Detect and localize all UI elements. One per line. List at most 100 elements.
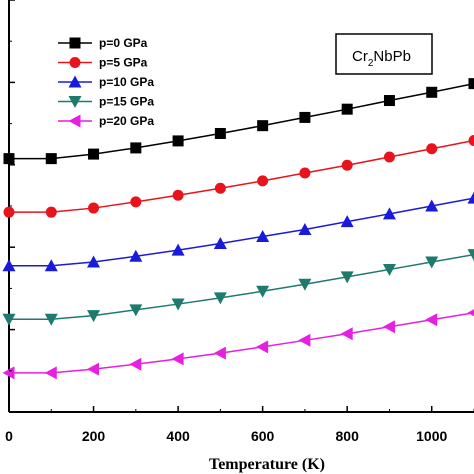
data-point xyxy=(298,278,312,291)
x-tick-label: 200 xyxy=(82,428,106,444)
series-line xyxy=(9,139,474,213)
data-point xyxy=(87,310,101,323)
series-5 xyxy=(2,309,474,380)
data-point xyxy=(340,327,353,341)
legend-label: p=5 GPa xyxy=(99,56,148,70)
y-axis-ticks xyxy=(9,0,15,413)
legend-marker xyxy=(68,75,82,88)
series-3 xyxy=(2,191,474,272)
data-point xyxy=(2,366,15,380)
data-point xyxy=(45,153,57,165)
data-point xyxy=(341,103,353,115)
data-point xyxy=(256,285,270,298)
x-tick-label: 800 xyxy=(336,428,360,444)
x-axis-title: Temperature (K) xyxy=(209,456,325,473)
data-point xyxy=(44,366,57,380)
data-point xyxy=(467,249,474,262)
legend-label: p=10 GPa xyxy=(99,75,154,89)
series-4 xyxy=(2,249,474,326)
data-point xyxy=(426,86,438,98)
x-tick-label: 0 xyxy=(5,428,13,444)
data-point xyxy=(213,292,227,305)
data-point xyxy=(213,236,227,249)
data-point xyxy=(256,229,270,242)
data-point xyxy=(129,249,143,262)
compound-main: Cr xyxy=(352,48,368,65)
data-point xyxy=(2,313,16,326)
data-point xyxy=(87,255,101,268)
data-point xyxy=(340,271,354,284)
data-point xyxy=(382,263,396,276)
series-line xyxy=(9,197,474,267)
compound-label-frame xyxy=(335,33,433,75)
data-point xyxy=(383,151,395,163)
legend-marker xyxy=(68,96,82,108)
data-point xyxy=(130,142,142,154)
x-tick-label: 400 xyxy=(166,428,190,444)
legend-marker xyxy=(68,114,81,128)
legend-item: p=15 GPa xyxy=(58,95,154,109)
data-point xyxy=(44,313,58,326)
compound-label: Cr2NbPb xyxy=(352,48,411,69)
data-point xyxy=(129,304,143,317)
compound-rest: NbPb xyxy=(373,48,411,65)
data-point xyxy=(256,340,269,354)
data-point xyxy=(171,243,185,256)
legend-label: p=20 GPa xyxy=(99,114,154,128)
data-point xyxy=(214,127,226,139)
compound-subscript: 2 xyxy=(368,58,374,69)
x-tick-label: 1000 xyxy=(416,428,447,444)
x-tick-label: 600 xyxy=(251,428,275,444)
legend-item: p=0 GPa xyxy=(58,36,148,50)
data-point xyxy=(298,222,312,235)
data-point xyxy=(130,196,142,208)
data-point xyxy=(468,78,474,90)
data-point xyxy=(468,134,474,146)
data-point xyxy=(87,362,100,376)
data-point xyxy=(467,191,474,204)
legend-label: p=15 GPa xyxy=(99,95,154,109)
data-point xyxy=(2,259,16,272)
data-point xyxy=(425,199,439,212)
legend-item: p=10 GPa xyxy=(58,75,154,89)
data-point xyxy=(213,346,226,360)
data-point xyxy=(45,206,57,218)
data-point xyxy=(257,175,269,187)
data-point xyxy=(129,357,142,371)
series-2 xyxy=(3,134,474,218)
data-point xyxy=(426,143,438,155)
series-1 xyxy=(3,78,474,165)
data-point xyxy=(341,159,353,171)
data-point xyxy=(3,206,15,218)
legend-label: p=0 GPa xyxy=(99,36,148,50)
x-axis-ticks: 0 200 400 600 800 1000 xyxy=(5,406,474,444)
legend: p=0 GPa p=5 GPa p=10 GPa p=15 GPa p=20 GPa xyxy=(58,36,154,128)
series-line xyxy=(9,253,474,321)
legend-marker xyxy=(69,57,81,68)
data-point xyxy=(467,309,474,317)
data-point xyxy=(299,167,311,179)
data-point xyxy=(257,120,269,132)
series-line xyxy=(9,82,474,160)
legend-item: p=5 GPa xyxy=(58,56,148,70)
series-layer xyxy=(2,78,474,380)
legend-item: p=20 GPa xyxy=(58,114,154,128)
data-point xyxy=(88,202,100,214)
data-point xyxy=(172,189,184,201)
compound-label-box: Cr2NbPb xyxy=(335,33,433,75)
data-point xyxy=(298,333,311,347)
data-point xyxy=(3,153,15,165)
data-point xyxy=(214,182,226,194)
data-point xyxy=(425,313,438,327)
data-point xyxy=(172,135,184,147)
data-point xyxy=(171,352,184,366)
data-point xyxy=(340,215,354,228)
data-point xyxy=(299,111,311,123)
data-point xyxy=(88,148,100,160)
data-point xyxy=(425,256,439,269)
legend-marker xyxy=(69,37,81,49)
data-point xyxy=(44,259,58,272)
series-line xyxy=(9,311,474,374)
data-point xyxy=(171,298,185,311)
